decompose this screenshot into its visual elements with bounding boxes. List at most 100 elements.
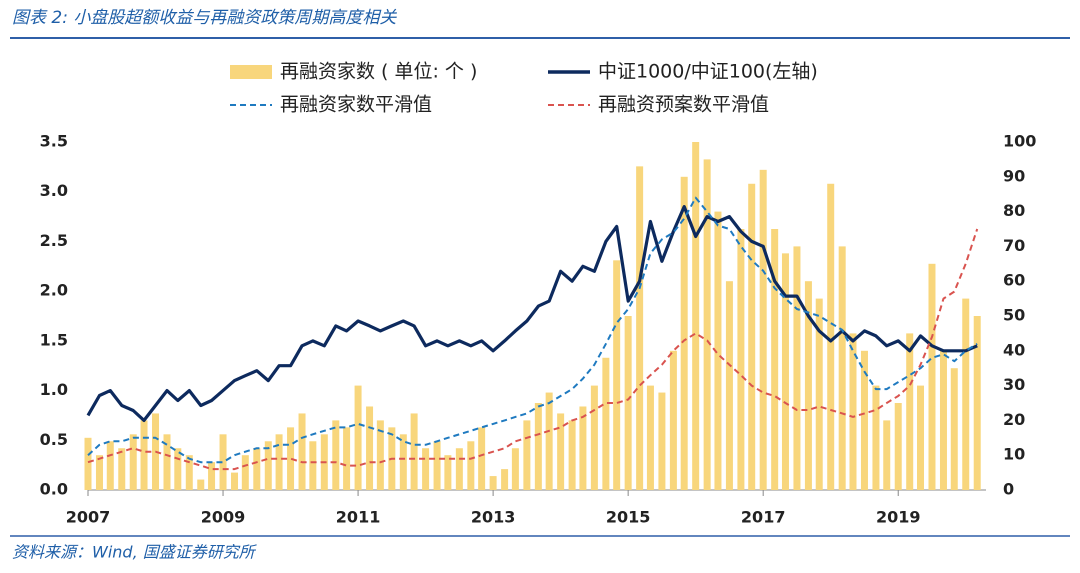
bar [860,350,868,490]
bar [725,281,733,490]
legend-label: 中证1000/中证100(左轴) [598,61,818,83]
legend-label: 再融资家数平滑值 [280,94,432,116]
bar [478,427,486,490]
bar [759,169,767,490]
bar [793,246,801,490]
bar [703,159,711,490]
bar [309,441,317,490]
bar [163,434,171,490]
bar [399,434,407,490]
bar [646,385,654,490]
y-tick-label: 0.0 [40,480,68,499]
series-line [86,205,978,422]
y-tick-label: 3.5 [40,132,68,151]
bar [174,448,182,490]
bar [343,427,351,490]
y-tick-label: 3.0 [40,181,68,200]
bar [287,427,295,490]
series-line [87,228,979,471]
bar [366,406,374,490]
bar [894,403,902,490]
bar [354,385,362,490]
bar [962,298,970,490]
bar [489,476,497,490]
y-tick-label: 1.5 [40,330,68,349]
y-tick-label: 0.5 [40,430,68,449]
bar [680,176,688,491]
bar [827,183,835,490]
y2-tick-label: 30 [1003,375,1025,394]
bar [950,368,958,490]
y2-tick-label: 100 [1003,132,1036,151]
bar [636,166,644,491]
source: 资料来源：Wind, 国盛证券研究所 [12,543,258,562]
bar [231,472,239,490]
bar [939,350,947,490]
y-tick-label: 2.0 [40,281,68,300]
bar [838,246,846,490]
bar [410,413,418,490]
y2-tick-label: 40 [1003,340,1025,359]
bar [534,403,542,490]
bar [129,434,137,490]
bar [624,316,632,490]
bar [748,183,756,490]
bar [208,462,216,490]
bar [557,413,565,490]
bar [545,392,553,490]
y2-tick-label: 0 [1003,480,1014,499]
bar [590,385,598,490]
bar [376,420,384,490]
legend-label: 再融资家数 ( 单位: 个 ) [280,61,477,83]
series-line [87,196,978,464]
legend-swatch [230,65,272,79]
y2-tick-label: 90 [1003,166,1025,185]
bar [253,448,261,490]
y2-tick-label: 80 [1003,201,1025,220]
y2-tick-label: 60 [1003,271,1025,290]
x-tick-label: 2011 [336,508,381,527]
bar [332,420,340,490]
bar [501,469,509,490]
bar [298,413,306,490]
bar [815,298,823,490]
y-tick-label: 2.5 [40,231,68,250]
bar [241,455,249,490]
bar [737,229,745,490]
chart-title: 图表 2: 小盘股超额收益与再融资政策周期高度相关 [12,8,397,28]
bar [883,420,891,490]
bar [669,350,677,490]
bar [872,385,880,490]
bar [917,385,925,490]
y2-tick-label: 10 [1003,445,1025,464]
bar [781,253,789,490]
y2-tick-label: 50 [1003,306,1025,325]
bar [275,434,283,490]
y-tick-label: 1.0 [40,380,68,399]
bar [568,420,576,490]
bar [973,316,981,490]
bar [714,211,722,490]
bar [219,434,227,490]
bar [433,441,441,490]
bar [264,441,272,490]
x-tick-label: 2009 [201,508,246,527]
bar [140,420,148,490]
bar [692,142,700,490]
bar [804,281,812,490]
x-tick-label: 2013 [471,508,516,527]
x-tick-label: 2019 [876,508,921,527]
bar [511,448,519,490]
y2-tick-label: 20 [1003,410,1025,429]
bar [771,229,779,490]
bar [906,333,914,490]
x-tick-label: 2007 [66,508,111,527]
bar [523,420,531,490]
bar [579,406,587,490]
bar [185,455,193,490]
bar [422,448,430,490]
x-tick-label: 2015 [606,508,651,527]
legend-label: 再融资预案数平滑值 [598,94,769,116]
bar [84,437,92,490]
